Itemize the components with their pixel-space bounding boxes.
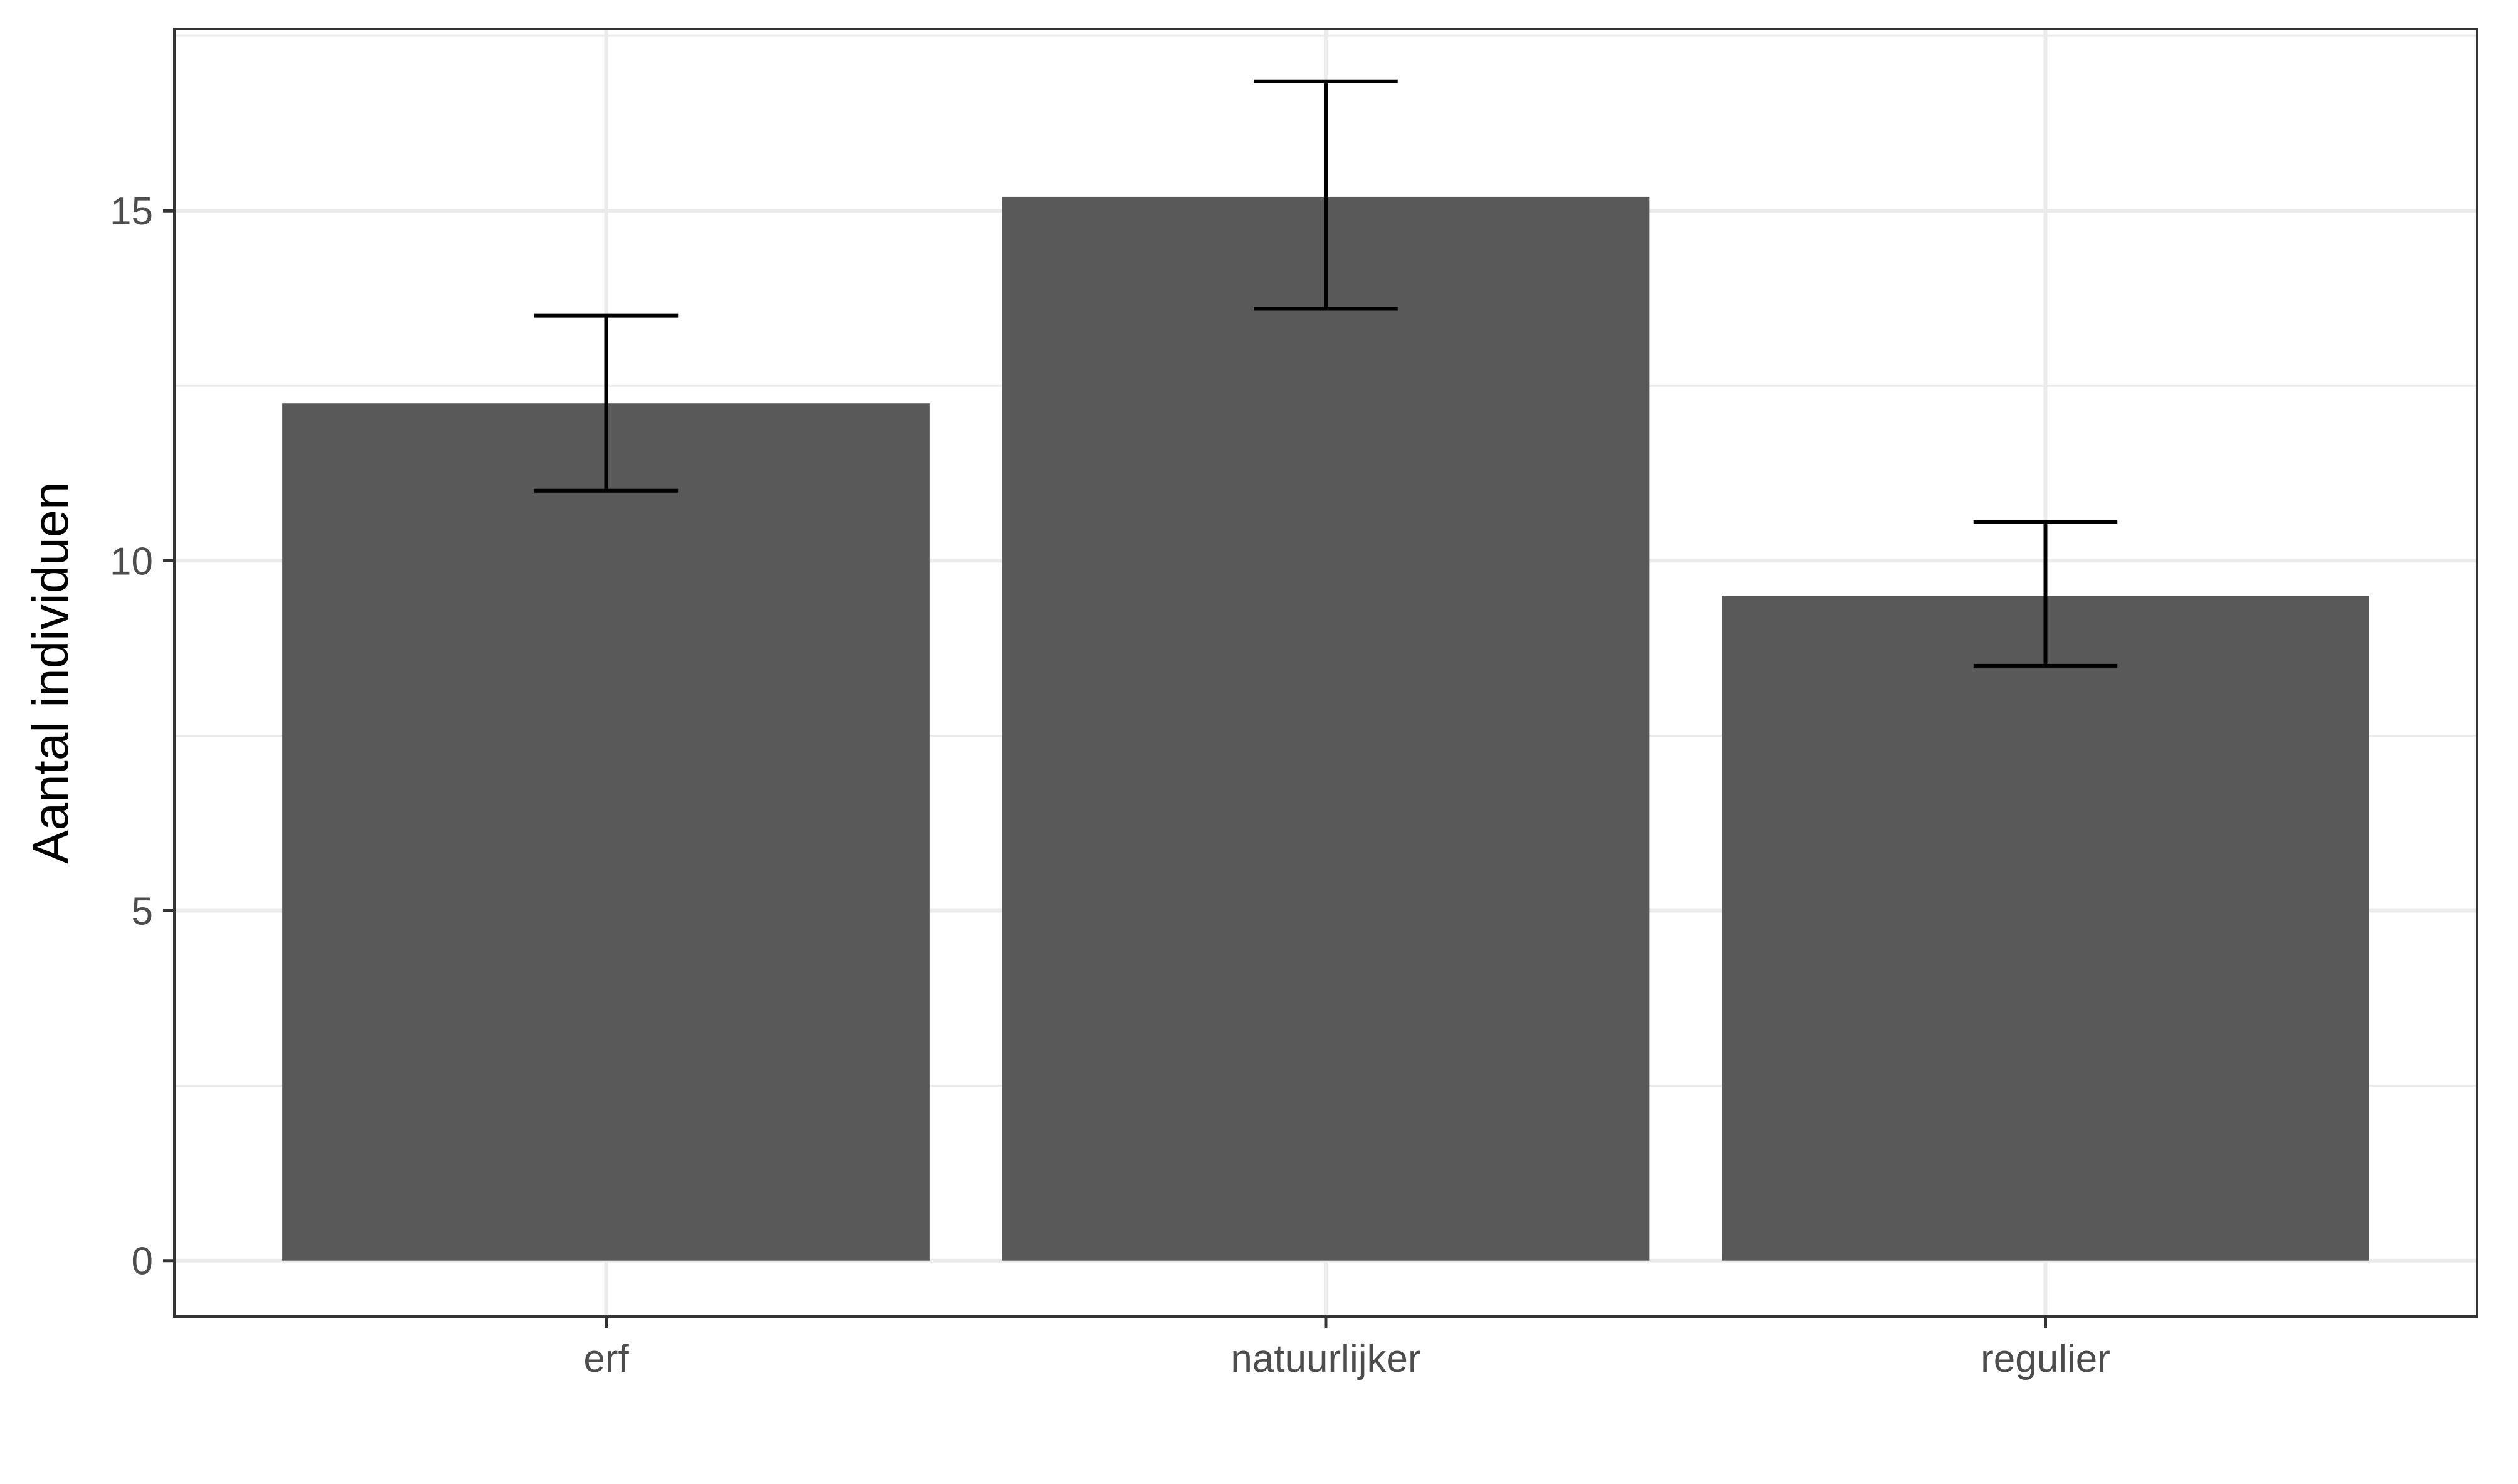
x-tick-label: regulier: [1981, 1337, 2110, 1381]
axis-ticks: [163, 209, 2047, 1328]
bar-erf: [282, 403, 930, 1261]
bar-regulier: [1722, 596, 2369, 1261]
error-bar-regulier: [1973, 520, 2118, 668]
bar-natuurlijker: [1002, 196, 1650, 1261]
y-tick-label: 15: [110, 190, 153, 233]
error-bar-natuurlijker: [1254, 79, 1398, 311]
error-bar-erf: [534, 313, 679, 493]
bars: [282, 196, 2369, 1261]
x-tick-label: natuurlijker: [1230, 1337, 1420, 1381]
x-tick-label: erf: [583, 1337, 629, 1381]
y-tick-label: 0: [132, 1240, 153, 1283]
error-bars: [534, 79, 2118, 668]
y-axis-title: Aantal individuen: [23, 482, 78, 863]
y-tick-label: 10: [110, 540, 153, 583]
tick-labels: 0 5 10 15 erf natuurlijker regulier: [110, 190, 2110, 1381]
y-tick-label: 5: [132, 890, 153, 934]
